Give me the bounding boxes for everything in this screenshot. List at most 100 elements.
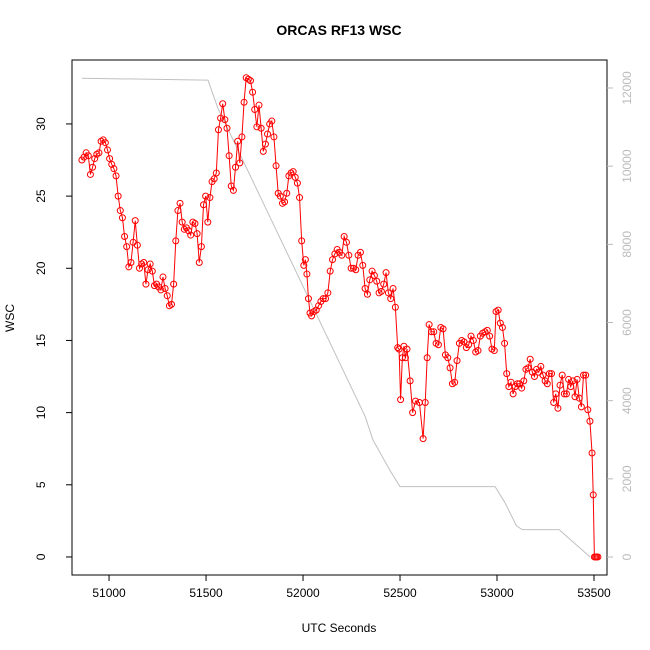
data-point — [421, 399, 429, 407]
data-point — [474, 347, 482, 355]
data-point — [507, 378, 515, 386]
series-line — [81, 76, 598, 558]
data-point — [255, 101, 263, 109]
data-point — [582, 371, 590, 379]
data-point — [560, 390, 568, 398]
data-point — [537, 362, 545, 370]
data-point — [264, 130, 272, 138]
y-tick-label: 30 — [34, 117, 48, 131]
data-point — [146, 260, 154, 268]
data-point — [118, 214, 126, 222]
data-point — [193, 230, 201, 238]
data-point — [389, 284, 397, 292]
data-point — [131, 217, 139, 225]
data-point — [361, 284, 369, 292]
data-point — [197, 243, 205, 251]
data-point — [116, 207, 124, 215]
data-point — [565, 375, 573, 383]
chart-title: ORCAS RF13 WSC — [276, 22, 401, 38]
data-point — [412, 397, 420, 405]
data-point — [276, 192, 284, 200]
data-point — [170, 280, 178, 288]
data-point — [108, 160, 116, 168]
y2-tick-label: 8000 — [620, 231, 634, 258]
data-point — [161, 284, 169, 292]
data-point — [296, 194, 304, 202]
data-point — [200, 201, 208, 209]
data-point — [554, 404, 562, 412]
data-point — [324, 289, 332, 297]
data-point — [249, 88, 257, 96]
data-point — [545, 370, 553, 378]
data-point — [363, 290, 371, 298]
data-point — [589, 491, 597, 499]
data-point — [387, 295, 395, 303]
data-point — [520, 377, 528, 385]
data-point — [509, 390, 517, 398]
data-point — [359, 261, 367, 269]
data-point — [114, 192, 122, 200]
data-point — [380, 280, 388, 288]
data-point — [577, 403, 585, 411]
data-point — [406, 377, 414, 385]
data-point — [394, 344, 402, 352]
data-point — [89, 163, 97, 171]
x-tick-label: 53000 — [480, 586, 514, 600]
data-point — [483, 326, 491, 334]
data-point — [496, 319, 504, 327]
data-point — [168, 300, 176, 308]
data-point — [594, 553, 602, 561]
data-point — [366, 276, 374, 284]
data-point — [121, 233, 129, 241]
data-point — [439, 325, 447, 333]
data-point — [232, 163, 240, 171]
data-point — [86, 170, 94, 178]
data-point — [556, 381, 564, 389]
x-tick-label: 51000 — [92, 586, 126, 600]
data-point — [338, 251, 346, 259]
data-point — [112, 172, 120, 180]
data-point — [174, 207, 182, 215]
data-point — [142, 280, 150, 288]
data-point — [373, 277, 381, 285]
data-point — [234, 137, 242, 145]
data-point — [223, 124, 231, 132]
data-point — [575, 394, 583, 402]
data-point — [221, 116, 229, 124]
data-point — [136, 264, 144, 272]
data-point — [425, 321, 433, 329]
data-point — [486, 332, 494, 340]
data-point — [446, 364, 454, 372]
data-point — [225, 152, 233, 160]
data-point — [423, 354, 431, 362]
data-point — [526, 355, 534, 363]
data-point — [140, 259, 148, 267]
data-point — [80, 153, 88, 161]
data-point — [178, 218, 186, 226]
x-tick-label: 51500 — [189, 586, 223, 600]
data-point — [176, 199, 184, 207]
y-tick-label: 20 — [34, 261, 48, 275]
data-point — [303, 270, 311, 278]
data-point — [409, 409, 417, 417]
data-point — [569, 377, 577, 385]
data-point — [580, 371, 588, 379]
data-point — [345, 251, 353, 259]
data-point — [212, 169, 220, 177]
x-tick-label: 52000 — [286, 586, 320, 600]
data-point — [293, 179, 301, 187]
data-point — [195, 259, 203, 267]
data-point — [123, 243, 131, 251]
y-tick-label: 25 — [34, 189, 48, 203]
series-line — [81, 77, 591, 558]
data-point — [101, 139, 109, 147]
data-point — [133, 241, 141, 249]
data-point — [127, 259, 135, 267]
data-point — [253, 123, 261, 131]
data-point — [513, 380, 521, 388]
data-point — [238, 133, 246, 141]
data-point — [103, 146, 111, 154]
data-point — [236, 159, 244, 167]
